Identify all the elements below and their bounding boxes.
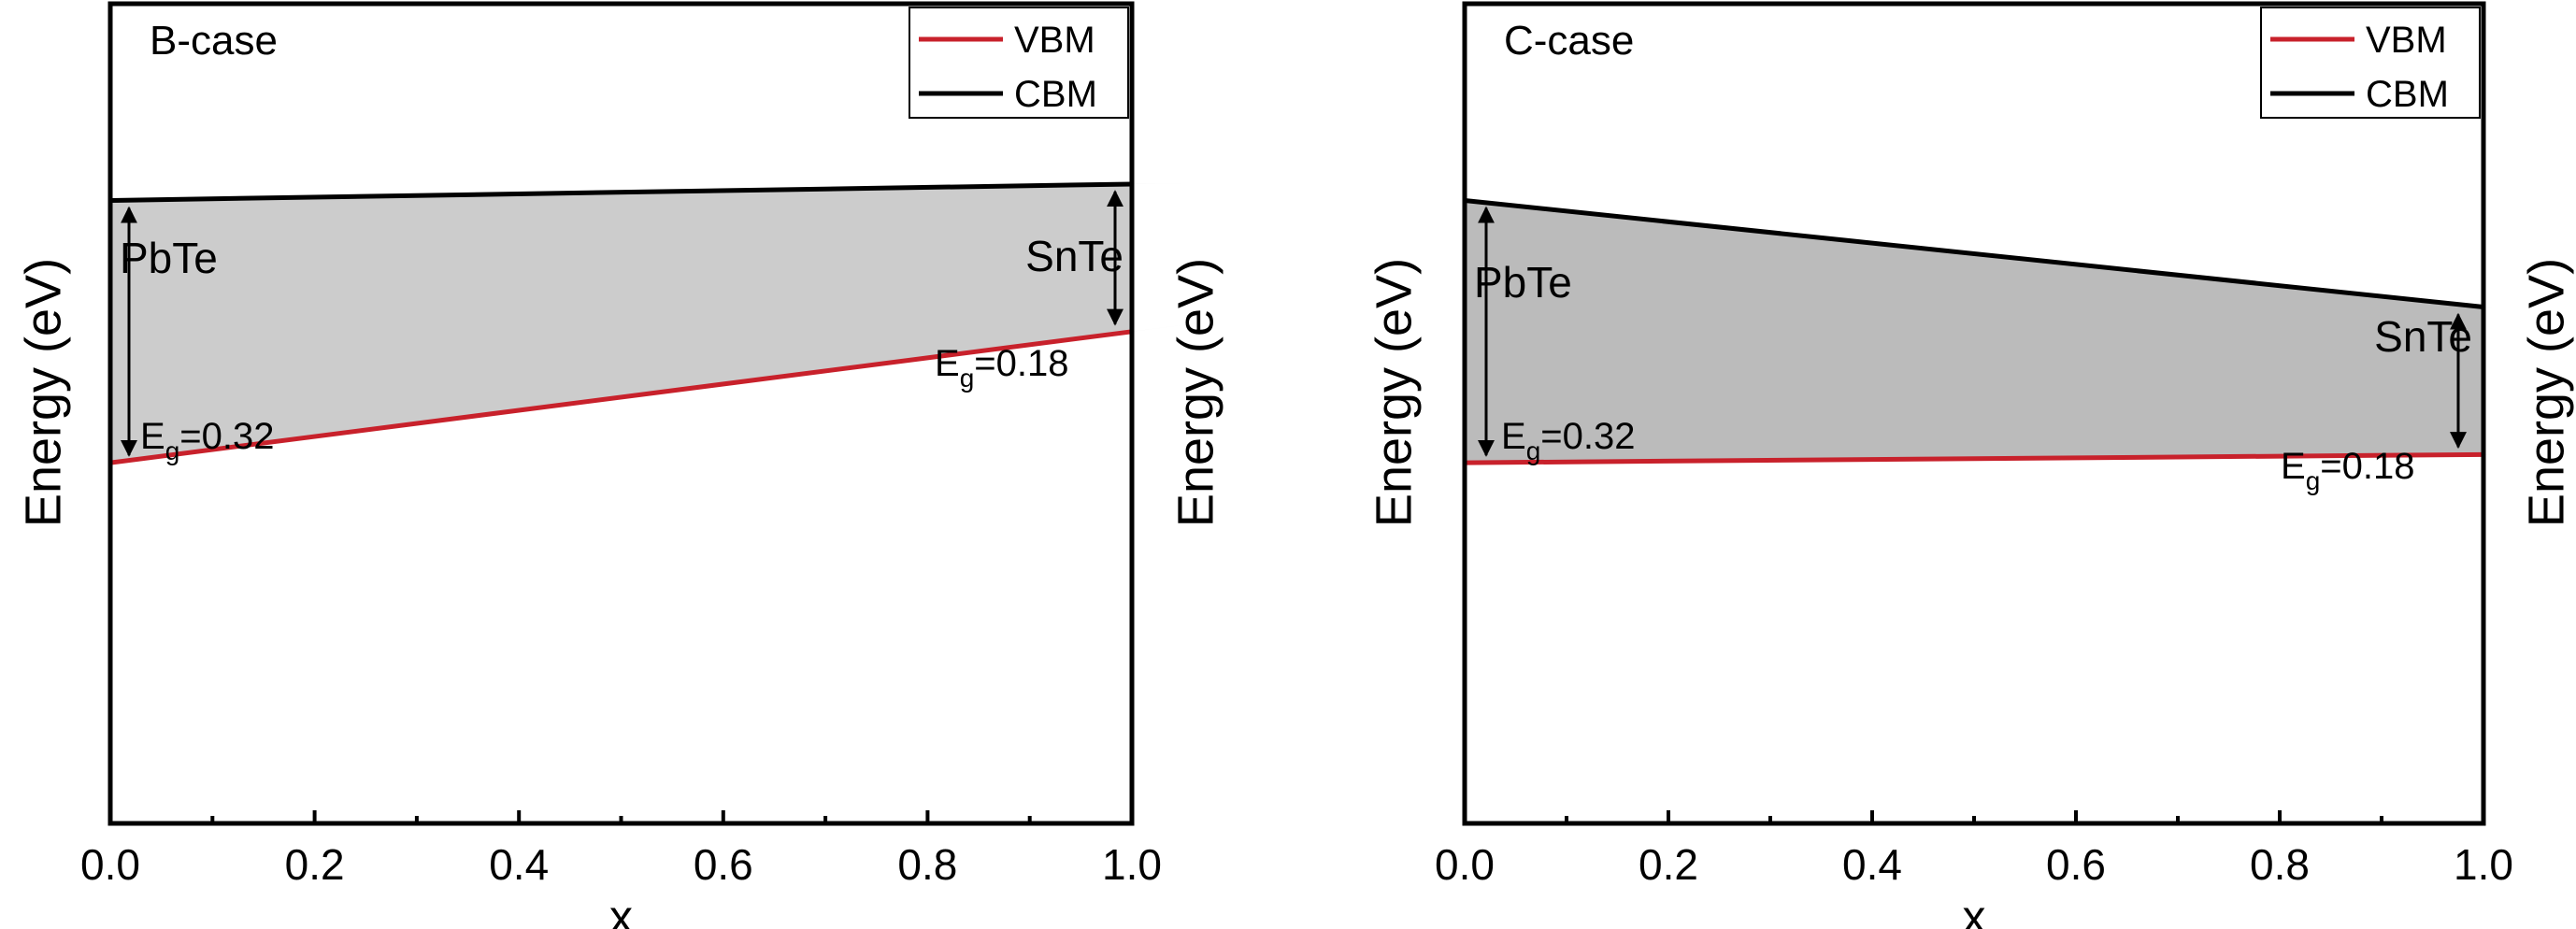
y-axis-label-right: Energy (eV) — [1167, 258, 1224, 527]
legend: VBM CBM — [909, 7, 1129, 119]
gap-label-left-value: =0.32 — [1540, 416, 1635, 457]
x-tick-label: 0.2 — [1639, 840, 1698, 889]
series-line-cbm — [1464, 197, 2484, 309]
gap-label-left-subscript: g — [1526, 436, 1541, 465]
y-axis-label-left: Energy (eV) — [1366, 258, 1422, 527]
legend-box — [909, 7, 1129, 119]
gap-label-right-symbol: E — [935, 343, 960, 384]
x-tick-label: 0.8 — [2250, 840, 2310, 889]
x-tick-label: 1.0 — [1102, 840, 1162, 889]
legend: VBM CBM — [2260, 7, 2481, 119]
x-tick-label: 1.0 — [2454, 840, 2513, 889]
gap-label-left: Eg=0.32 — [1501, 416, 1635, 465]
gap-label-right: Eg=0.18 — [2281, 446, 2414, 495]
y-axis-label-right: Energy (eV) — [2518, 258, 2574, 527]
gap-label-right-value: =0.18 — [974, 343, 1068, 384]
label-pbte: PbTe — [1474, 258, 1572, 307]
panel-title: C-case — [1504, 18, 1634, 64]
legend-label-vbm: VBM — [1014, 20, 1095, 61]
x-tick-label: 0.0 — [80, 840, 140, 889]
x-tick-label: 0.0 — [1435, 840, 1495, 889]
gap-label-right-subscript: g — [2306, 466, 2321, 495]
chart-panel-2: 0.0 0.2 0.4 0.6 0.8 1.0 x Energy (eV) Energy (eV… — [1366, 1, 2576, 929]
x-tick-label: 0.2 — [285, 840, 345, 889]
x-tick-label: 0.4 — [1842, 840, 1902, 889]
gap-label-left-symbol: E — [1501, 416, 1526, 457]
gap-label-right-symbol: E — [2281, 446, 2306, 487]
series-line-vbm — [109, 329, 1133, 465]
gap-shaded-region — [1465, 200, 2576, 464]
x-tick-label: 0.6 — [694, 840, 753, 889]
gap-label-left-symbol: E — [140, 416, 165, 457]
x-tick-label: 0.4 — [489, 840, 549, 889]
series-line-cbm — [109, 181, 1133, 203]
panel-title: B-case — [150, 18, 278, 64]
legend-label-vbm: VBM — [2366, 20, 2447, 61]
chart-panel-1: 0.0 0.2 0.4 0.6 0.8 1.0 x Energy (eV) Energy (eV… — [15, 1, 2446, 929]
label-pbte: PbTe — [120, 234, 218, 282]
gap-label-left-subscript: g — [165, 436, 180, 465]
x-tick-label: 0.6 — [2046, 840, 2106, 889]
legend-label-cbm: CBM — [2366, 74, 2449, 115]
gap-label-right-value: =0.18 — [2320, 446, 2414, 487]
gap-label-left: Eg=0.32 — [140, 416, 274, 465]
gap-label-right-subscript: g — [960, 364, 975, 393]
gap-label-left-value: =0.32 — [179, 416, 274, 457]
label-snte: SnTe — [1025, 232, 1123, 280]
x-axis-label: x — [1963, 891, 1986, 929]
legend-label-cbm: CBM — [1014, 74, 1097, 115]
legend-box — [2260, 7, 2481, 119]
series-line-vbm — [1464, 451, 2484, 465]
y-axis-label-left: Energy (eV) — [15, 258, 71, 527]
x-tick-label: 0.8 — [897, 840, 957, 889]
gap-label-right: Eg=0.18 — [935, 343, 1068, 393]
x-axis-label: x — [609, 891, 633, 929]
